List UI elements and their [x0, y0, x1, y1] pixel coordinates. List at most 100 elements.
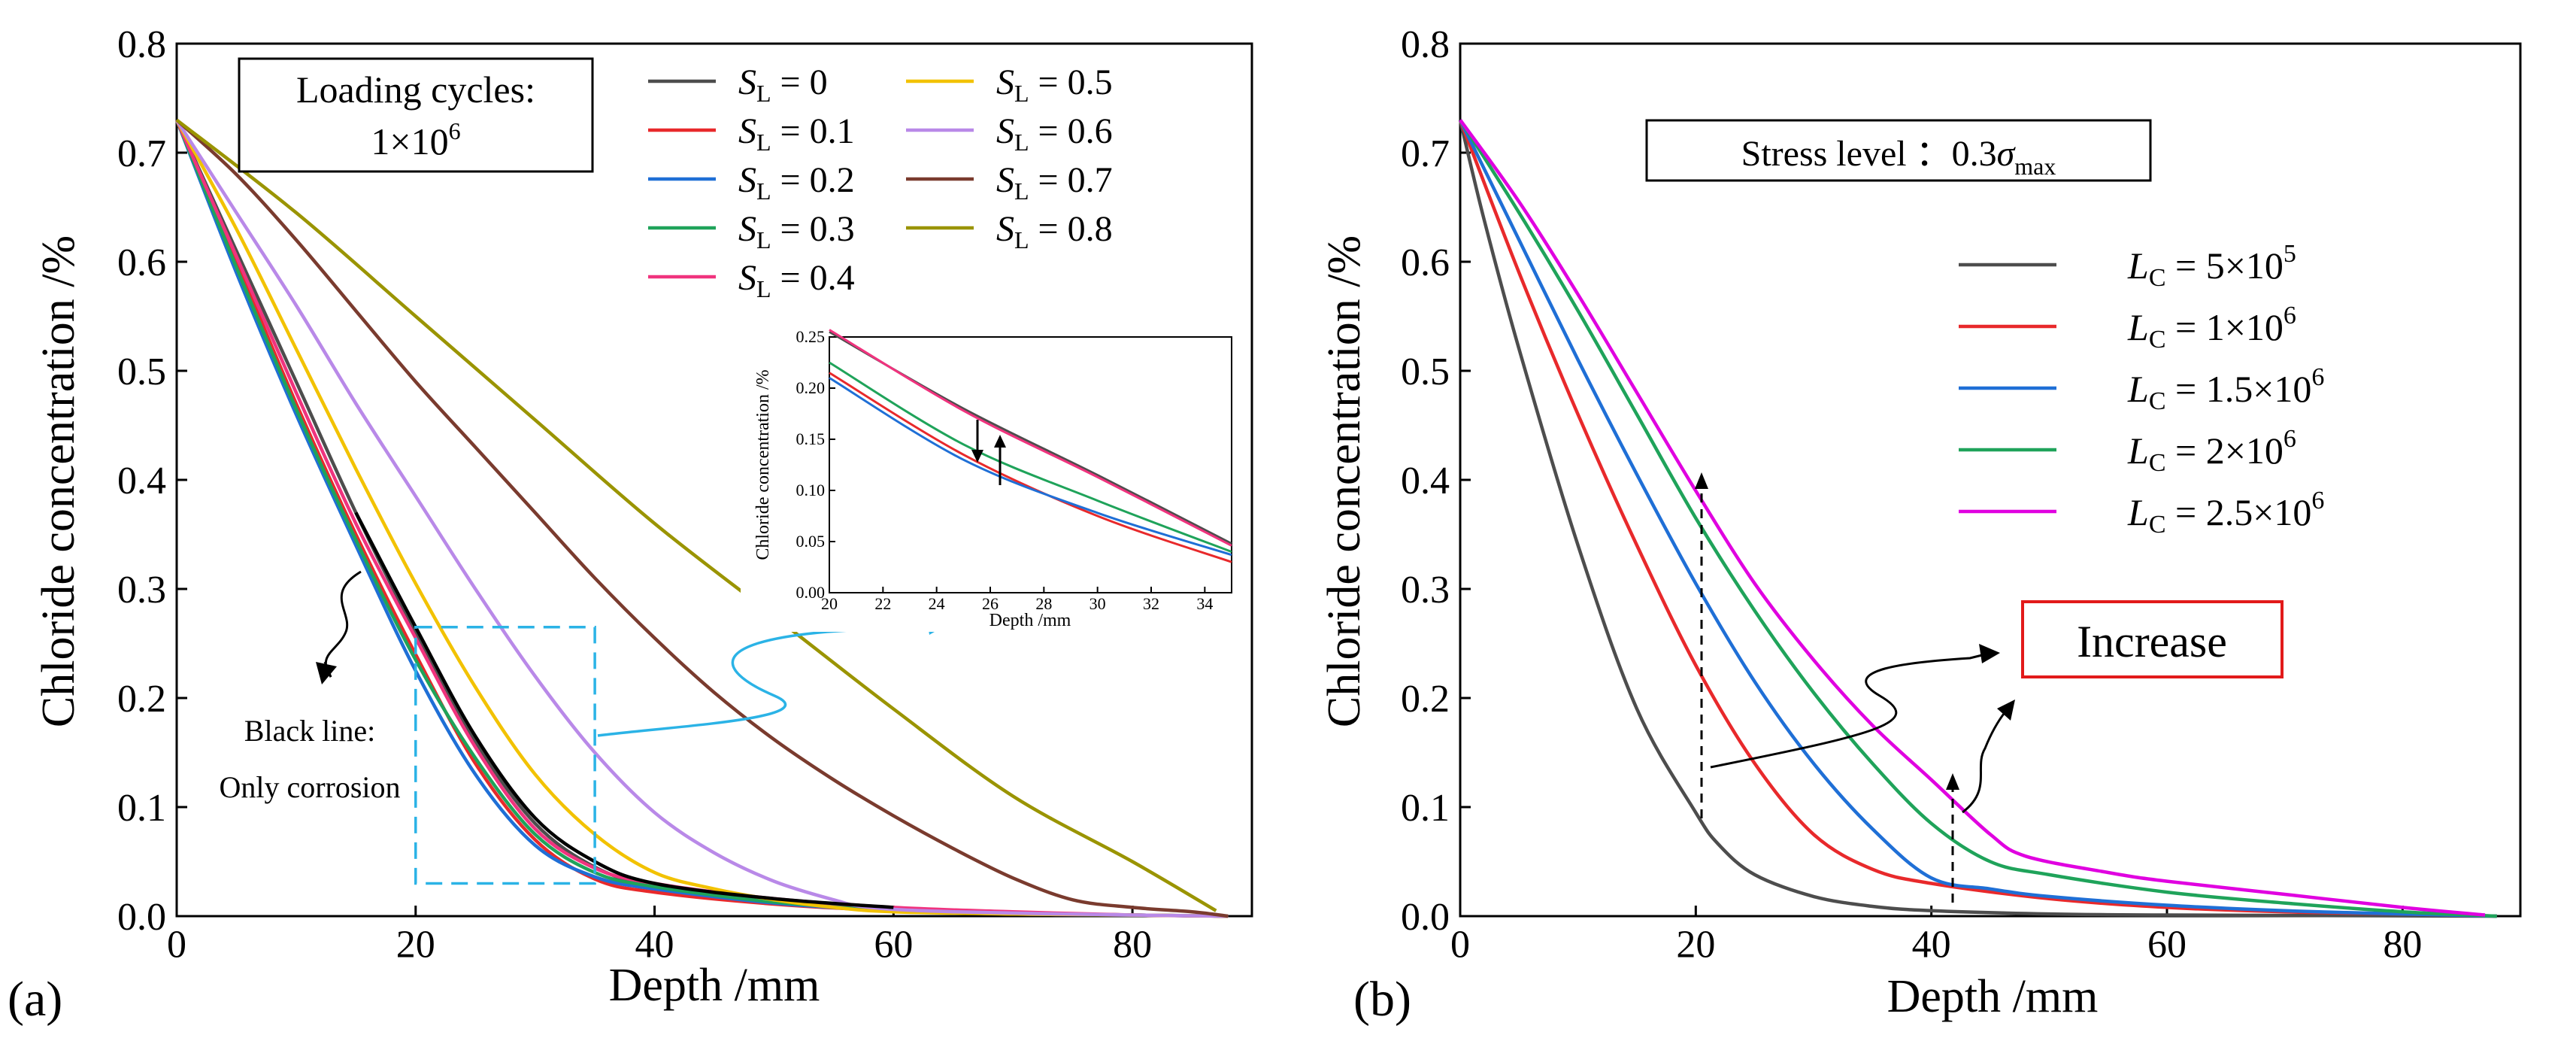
- legend-a-label-sl0: SL = 0: [738, 62, 828, 107]
- legend-b-label-lc2e6: LC = 2×106: [2127, 425, 2296, 477]
- a-xtick-label: 80: [1113, 924, 1152, 967]
- b-series-line-lc2e6: [1459, 119, 2497, 918]
- increase-curve-arrow-1: [1710, 653, 1986, 769]
- a-series-line-sl06: [175, 119, 1229, 918]
- b-ytick-label: 0.2: [1401, 678, 1450, 721]
- x-axis-ticks-a: 0 20 40 60 80: [167, 906, 1152, 967]
- legend-a-label-sl05: SL = 0.5: [996, 62, 1113, 107]
- b-series-line-lc1e6: [1458, 119, 2497, 918]
- inset-xtick-label: 26: [982, 594, 999, 613]
- legend-a-label-sl01: SL = 0.1: [738, 111, 855, 156]
- inset-xtick-label: 20: [821, 594, 838, 613]
- a-ytick-label: 0.6: [117, 241, 166, 284]
- b-xtick-label: 0: [1450, 924, 1470, 967]
- inset-xtick-label: 22: [874, 594, 891, 613]
- b-ytick-label: 0.4: [1401, 460, 1450, 502]
- loading-cycles-box: Loading cycles: 1×106: [238, 57, 594, 173]
- a-series-line-sl07: [175, 118, 1229, 918]
- panel-b: 0.0 0.1 0.2 0.3 0.4 0.5 0.6 0.7 0.8 0 20 40 60 80 Ch…: [1319, 23, 2522, 1027]
- inset-ytick-label: 0.20: [796, 378, 826, 397]
- b-ytick-label: 0.1: [1401, 787, 1450, 830]
- inset-plot-area: [829, 336, 1232, 593]
- b-series-line-lc5e5: [1458, 119, 2497, 918]
- inset-ytick-label: 0.15: [796, 429, 826, 448]
- inset-ticks: 0.00 0.05 0.10 0.15 0.20 0.25 20 22 24 26 28 30 32 34: [796, 327, 1214, 613]
- b-xtick-label: 80: [2383, 924, 2422, 967]
- legend-b: LC = 5×105 LC = 1×106 LC = 1.5×106 LC = 2×1…: [1959, 240, 2324, 539]
- inset-arrow-down-head: [971, 450, 983, 463]
- legend-a-label-sl06: SL = 0.6: [996, 111, 1113, 156]
- a-ytick-label: 0.4: [117, 460, 166, 502]
- a-ytick-label: 0.2: [117, 678, 166, 721]
- x-axis-label-a: Depth /mm: [609, 960, 820, 1011]
- legend-b-label-lc25e6: LC = 2.5×106: [2127, 487, 2324, 539]
- legend-b-label-lc5e5: LC = 5×105: [2127, 240, 2296, 292]
- inset-xtick-label: 28: [1035, 594, 1052, 613]
- b-xtick-label: 60: [2147, 924, 2187, 967]
- black-line-text2: Only corrosion: [219, 770, 400, 804]
- a-series-line-sl08: [175, 118, 1217, 912]
- inset-chart: 0.00 0.05 0.10 0.15 0.20 0.25 20 22 24 26 28 30 32 34…: [741, 305, 1244, 632]
- stress-level-box: Stress level ：0.3σmax: [1645, 119, 2152, 182]
- b-series-line-lc15e6: [1458, 119, 2497, 918]
- inset-series-line-sl03: [829, 361, 1232, 554]
- inset-ytick-label: 0.05: [796, 532, 826, 551]
- b-xtick-label: 40: [1912, 924, 1951, 967]
- inset-x-label: Depth /mm: [989, 611, 1071, 630]
- b-ytick-label: 0.5: [1401, 351, 1450, 393]
- black-line-pointer-head: [316, 662, 337, 684]
- b-ytick-label: 0.8: [1401, 23, 1450, 66]
- b-ytick-label: 0.3: [1401, 569, 1450, 612]
- dashed-arrow-40mm-head: [1946, 773, 1959, 790]
- series-group-b: [1458, 119, 2497, 918]
- inset-xtick-label: 24: [929, 594, 945, 613]
- increase-curve-arrow-1-head: [1979, 644, 2000, 663]
- dashed-arrow-20mm-head: [1695, 472, 1708, 489]
- legend-a: SL = 0SL = 0.1SL = 0.2SL = 0.3 SL = 0.4 SL…: [648, 62, 1113, 302]
- loading-cycles-line2: 1×106: [371, 117, 460, 162]
- inset-series-line-sl01: [829, 372, 1232, 563]
- increase-label: Increase: [2077, 617, 2227, 666]
- a-ytick-label: 0.5: [117, 351, 166, 393]
- y-axis-label-a: Chloride concentration /%: [33, 235, 84, 727]
- b-series-line-lc25e6: [1459, 119, 2486, 917]
- panel-label-b: (b): [1353, 972, 1411, 1027]
- black-line-text1: Black line:: [244, 714, 375, 748]
- a-ytick-label: 0.0: [117, 896, 166, 939]
- inset-y-label: Chloride concentration /%: [753, 369, 773, 560]
- inset-ytick-label: 0.00: [796, 583, 826, 602]
- inset-ytick-label: 0.10: [796, 481, 826, 499]
- inset-xtick-label: 30: [1089, 594, 1106, 613]
- y-axis-ticks-a: 0.0 0.1 0.2 0.3 0.4 0.5 0.6 0.7 0.8: [117, 23, 187, 939]
- b-ytick-label: 0.7: [1401, 132, 1450, 175]
- b-ytick-label: 0.6: [1401, 241, 1450, 284]
- black-line-pointer: [323, 570, 362, 678]
- y-axis-label-b: Chloride concentration /%: [1319, 235, 1370, 727]
- inset-arrow-up-head: [994, 435, 1006, 448]
- legend-a-label-sl03: SL = 0.3: [738, 209, 855, 253]
- b-ytick-label: 0.0: [1401, 896, 1450, 939]
- a-xtick-label: 40: [635, 924, 674, 967]
- increase-box: Increase: [2021, 600, 2284, 678]
- legend-a-label-sl07: SL = 0.7: [996, 160, 1113, 205]
- inset-series: [829, 329, 1232, 563]
- zoom-region-box: [414, 626, 596, 885]
- inset-xtick-label: 32: [1143, 594, 1159, 613]
- panel-a: 0.0 0.1 0.2 0.3 0.4 0.5 0.6 0.7 0.8 0 20 40 60 80 Ch…: [8, 23, 1253, 1027]
- increase-curve-arrow-2-head: [1997, 700, 2015, 721]
- a-xtick-label: 20: [396, 924, 435, 967]
- y-axis-ticks-b: 0.0 0.1 0.2 0.3 0.4 0.5 0.6 0.7 0.8: [1401, 23, 1471, 939]
- series-group-a: [174, 118, 1229, 918]
- panel-label-a: (a): [8, 972, 62, 1027]
- inset-xtick-label: 34: [1196, 594, 1213, 613]
- x-axis-ticks-b: 0 20 40 60 80: [1450, 906, 2422, 967]
- a-ytick-label: 0.7: [117, 132, 166, 175]
- a-ytick-label: 0.1: [117, 787, 166, 830]
- increase-curve-arrow-2: [1962, 710, 2008, 814]
- a-ytick-label: 0.3: [117, 569, 166, 612]
- legend-a-label-sl08: SL = 0.8: [996, 209, 1113, 253]
- a-xtick-label: 0: [167, 924, 186, 967]
- inset-series-line-sl02: [829, 377, 1232, 557]
- legend-b-label-lc15e6: LC = 1.5×106: [2127, 363, 2324, 415]
